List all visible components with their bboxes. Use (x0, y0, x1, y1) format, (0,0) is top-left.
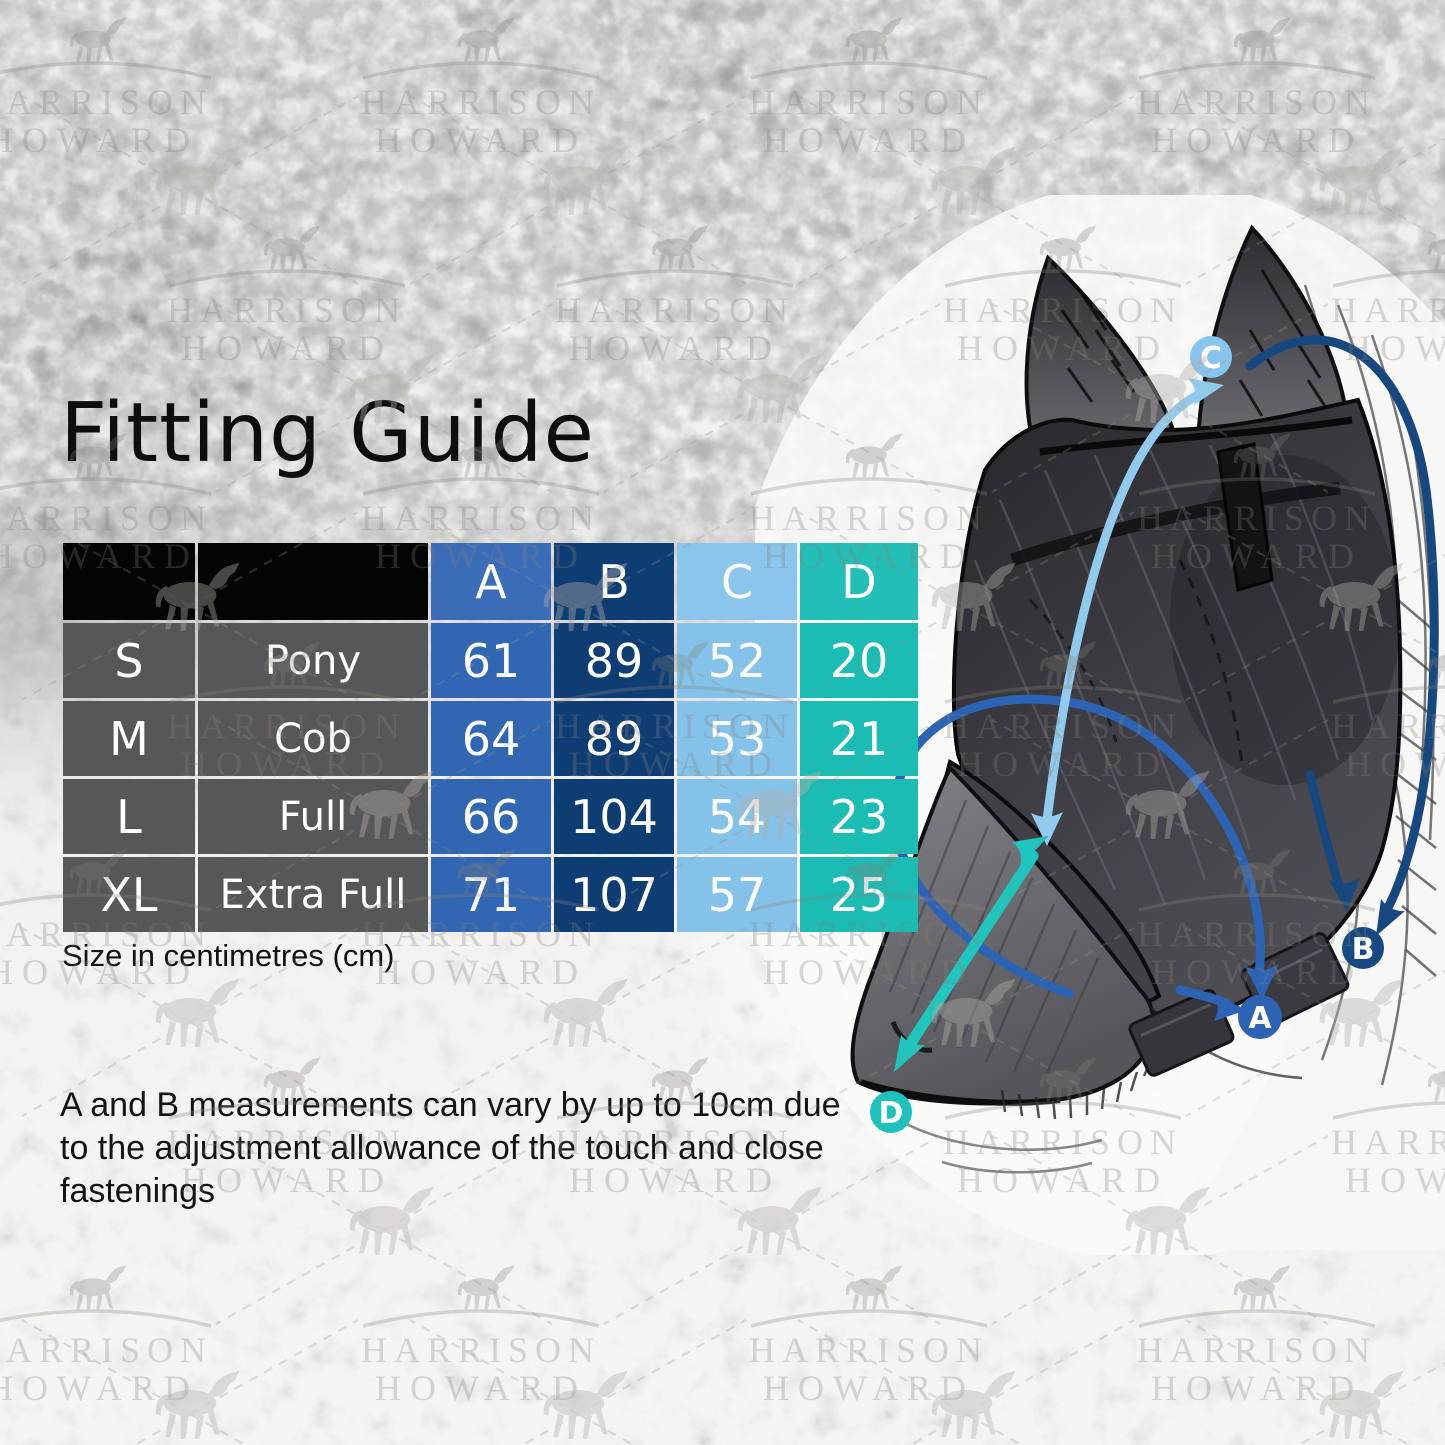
column-header-c: C (677, 543, 797, 620)
value-cell-a: 71 (431, 857, 551, 932)
label-badge-c: C (1190, 336, 1232, 378)
size-code-cell: L (63, 779, 195, 854)
value-cell-b: 89 (554, 701, 674, 776)
svg-text:C: C (1200, 341, 1222, 376)
value-cell-d: 23 (800, 779, 918, 854)
size-table: A B C D S Pony 61 89 52 20 M Cob 64 89 5… (63, 543, 918, 932)
value-cell-c: 52 (677, 623, 797, 698)
table-corner-cell (63, 543, 195, 620)
label-badge-b: B (1342, 927, 1384, 969)
value-cell-a: 61 (431, 623, 551, 698)
table-corner-cell (198, 543, 428, 620)
size-name-cell: Cob (198, 701, 428, 776)
page-title: Fitting Guide (60, 386, 595, 481)
column-header-d: D (800, 543, 918, 620)
size-units-caption: Size in centimetres (cm) (62, 938, 395, 973)
value-cell-b: 89 (554, 623, 674, 698)
value-cell-b: 104 (554, 779, 674, 854)
label-badge-a: A (1238, 995, 1282, 1039)
value-cell-c: 54 (677, 779, 797, 854)
size-name-cell: Extra Full (198, 857, 428, 932)
value-cell-d: 25 (800, 857, 918, 932)
size-code-cell: XL (63, 857, 195, 932)
value-cell-b: 107 (554, 857, 674, 932)
svg-text:B: B (1352, 932, 1375, 967)
size-name-cell: Full (198, 779, 428, 854)
column-header-b: B (554, 543, 674, 620)
value-cell-d: 20 (800, 623, 918, 698)
column-header-a: A (431, 543, 551, 620)
size-code-cell: M (63, 701, 195, 776)
value-cell-d: 21 (800, 701, 918, 776)
measurement-note: A and B measurements can vary by up to 1… (60, 1086, 841, 1210)
size-name-cell: Pony (198, 623, 428, 698)
size-code-cell: S (63, 623, 195, 698)
svg-text:D: D (879, 1096, 904, 1131)
svg-text:A: A (1248, 1001, 1272, 1036)
value-cell-c: 53 (677, 701, 797, 776)
label-badge-d: D (870, 1091, 912, 1133)
value-cell-c: 57 (677, 857, 797, 932)
value-cell-a: 64 (431, 701, 551, 776)
value-cell-a: 66 (431, 779, 551, 854)
